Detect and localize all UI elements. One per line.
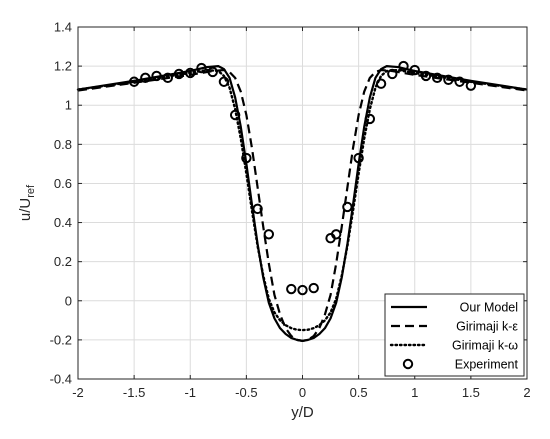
y-tick-label: 0.4: [54, 215, 72, 230]
y-tick-label: 1.2: [54, 59, 72, 74]
experiment-marker: [173, 68, 185, 80]
experiment-marker: [353, 152, 364, 164]
experiment-marker: [252, 203, 263, 215]
x-tick-label: 0: [299, 385, 306, 400]
series-line-dashed: [77, 68, 528, 342]
experiment-marker: [420, 70, 432, 82]
experiment-marker: [241, 152, 252, 164]
y-tick-label: 0.2: [54, 254, 72, 269]
y-axis-label-subscript: ref: [25, 184, 37, 198]
y-tick-label: 0.8: [54, 137, 72, 152]
y-axis-label-main: u/U: [17, 198, 34, 221]
experiment-marker: [443, 74, 454, 86]
y-tick-label: -0.4: [50, 372, 72, 387]
x-tick-label: -1: [184, 385, 196, 400]
legend-label: Our Model: [460, 301, 518, 315]
x-tick-label: 0.5: [350, 385, 368, 400]
y-tick-label: 0.6: [54, 176, 72, 191]
experiment-marker: [229, 109, 241, 121]
experiment-marker: [140, 72, 151, 84]
experiment-marker: [387, 68, 398, 80]
x-tick-label: -2: [72, 385, 84, 400]
experiment-marker: [297, 284, 308, 296]
x-tick-label: 1.5: [462, 385, 480, 400]
experiment-marker: [398, 60, 409, 72]
y-tick-label: 0: [65, 293, 72, 308]
experiment-marker: [128, 76, 140, 87]
experiment-marker: [308, 282, 319, 294]
experiment-marker: [454, 76, 465, 87]
experiment-marker: [218, 76, 230, 87]
series-line-dotted: [76, 68, 529, 332]
experiment-marker: [196, 62, 207, 74]
experiment-marker: [151, 70, 162, 82]
legend-marker-experiment: [402, 358, 414, 370]
x-axis-label: y/D: [291, 404, 314, 421]
y-tick-label: 1.4: [54, 20, 72, 35]
x-tick-label: -0.5: [235, 385, 257, 400]
series-layer: [76, 60, 529, 342]
experiment-marker: [162, 72, 174, 84]
experiment-marker: [342, 201, 353, 213]
y-tick-label: 1: [65, 98, 72, 113]
ticks: -2 -1.5 -1 -0.5 0 0.5 1 1.5 2 -0.4 -0.2 0 0.2 0.4 0.6 0…: [50, 20, 531, 401]
experiment-marker: [286, 283, 297, 295]
x-tick-label: 1: [411, 385, 418, 400]
experiment-marker: [330, 229, 342, 240]
x-tick-label: 2: [523, 385, 530, 400]
y-tick-label: -0.2: [50, 332, 72, 347]
experiment-marker: [364, 113, 376, 125]
experiment-marker: [375, 78, 387, 89]
experiment-marker: [263, 229, 275, 240]
legend-label: Girimaji k-ε: [456, 320, 518, 334]
experiment-marker: [432, 72, 443, 84]
x-tick-label: -1.5: [123, 385, 145, 400]
legend-label: Girimaji k-ω: [452, 339, 518, 353]
legend-label: Experiment: [455, 358, 519, 372]
experiment-marker: [185, 67, 196, 79]
experiment-marker: [465, 80, 477, 91]
y-axis-label: u/Uref: [17, 184, 37, 221]
experiment-marker: [207, 66, 218, 78]
legend: Our Model Girimaji k-ε Girimaji k-ω Experim…: [384, 293, 525, 377]
experiment-marker: [409, 64, 420, 76]
